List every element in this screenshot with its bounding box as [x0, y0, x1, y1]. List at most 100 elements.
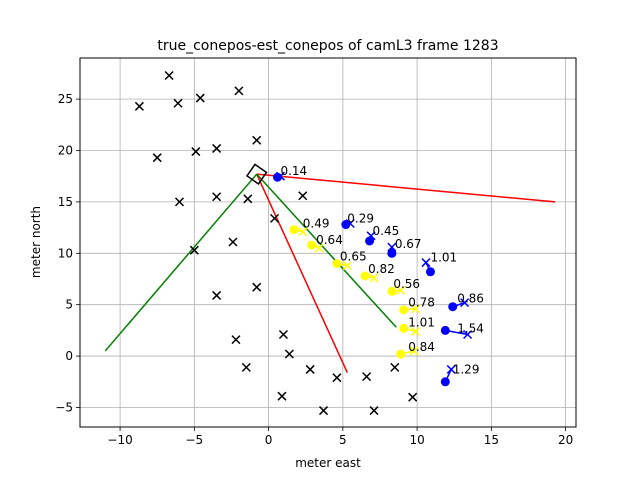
blue-x-marker-stroke	[460, 298, 470, 308]
point-label: 0.67	[395, 237, 422, 251]
black-x-marker	[164, 70, 174, 81]
black-x-marker-stroke	[164, 70, 174, 81]
point-label: 0.64	[316, 233, 343, 247]
black-x-marker-stroke	[195, 93, 205, 103]
black-x-marker	[319, 406, 329, 416]
black-x-marker	[390, 362, 400, 372]
yellow-x-marker-stroke	[411, 326, 421, 336]
black-x-marker-stroke	[277, 391, 287, 401]
x-tick-label: −10	[107, 433, 132, 447]
black-x-marker	[234, 86, 244, 96]
y-tick-label: 5	[65, 298, 73, 312]
blue-x-marker	[345, 218, 355, 229]
x-tick-label: −5	[185, 433, 203, 447]
axis-ticks: −10 −5 0 5 10 15 20 −5 0 5 10 15 20 25	[55, 92, 573, 447]
blue-x-marker-stroke	[345, 218, 355, 229]
yellow-point	[307, 240, 317, 250]
black-x-marker	[191, 147, 201, 157]
yellow-point	[396, 349, 406, 359]
yellow-x-marker-stroke	[411, 304, 421, 314]
blue-x-marker	[460, 298, 470, 308]
y-tick-label: 15	[58, 195, 73, 209]
yellow-x-marker-stroke	[396, 285, 406, 295]
yellow-x-marker	[298, 227, 308, 237]
black-x-marker	[369, 406, 379, 416]
point-label: 0.45	[373, 224, 400, 238]
black-x-marker	[228, 237, 238, 247]
black-x-marker	[332, 373, 342, 383]
blue-x-marker	[446, 364, 456, 374]
x-tick-label: 5	[339, 433, 347, 447]
y-tick-label: −5	[55, 400, 73, 414]
chart-title: true_conepos-est_conepos of camL3 frame …	[157, 38, 498, 54]
black-x-marker-stroke	[212, 143, 222, 153]
point-label: 0.65	[340, 249, 367, 263]
black-x-marker	[408, 392, 418, 402]
blue-x-marker-stroke	[366, 231, 376, 241]
black-x-marker-stroke	[173, 98, 183, 108]
y-tick-label: 10	[58, 246, 73, 260]
black-x-marker	[152, 153, 162, 163]
black-x-marker	[212, 192, 222, 202]
y-tick-label: 0	[65, 349, 73, 363]
yellow-x-marker-stroke	[369, 273, 379, 283]
black-x-marker	[195, 93, 205, 103]
point-label: 1.01	[430, 251, 457, 265]
black-x-marker	[241, 362, 251, 372]
point-label: 0.49	[303, 217, 330, 231]
point-label: 0.14	[280, 164, 307, 178]
yellow-x-marker	[369, 273, 379, 283]
red-line	[256, 173, 556, 203]
black-x-marker	[252, 282, 262, 292]
blue-x-marker	[421, 258, 431, 268]
x-tick-label: 20	[558, 433, 573, 447]
x-tick-label: 0	[265, 433, 273, 447]
black-x-marker	[243, 194, 253, 204]
blue-point	[448, 302, 458, 312]
yellow-point	[387, 286, 397, 296]
black-x-marker-stroke	[332, 373, 342, 383]
blue-x-marker-stroke	[275, 171, 286, 181]
black-x-marker-stroke	[152, 153, 162, 163]
point-label: 0.29	[347, 211, 374, 225]
point-label: 0.84	[408, 340, 435, 354]
black-x-marker	[189, 245, 199, 255]
blue-x-marker	[366, 231, 376, 241]
black-x-marker-stroke	[174, 197, 185, 207]
yellow-point	[399, 305, 409, 315]
yellow-x-marker-stroke	[409, 346, 419, 356]
black-x-marker	[284, 349, 294, 359]
black-x-marker-stroke	[212, 192, 222, 202]
data-marks	[134, 70, 473, 416]
y-tick-label: 25	[58, 92, 73, 106]
black-x-marker-stroke	[252, 282, 262, 292]
yellow-x-marker-stroke	[314, 243, 324, 253]
point-label: 0.78	[408, 296, 435, 310]
yellow-x-marker	[411, 326, 421, 336]
yellow-point	[399, 323, 409, 333]
black-x-marker	[270, 213, 280, 223]
point-label: 0.56	[393, 277, 420, 291]
black-x-marker	[212, 143, 222, 153]
yellow-x-marker-stroke	[298, 227, 308, 237]
yellow-x-marker	[411, 304, 421, 314]
black-x-marker	[278, 329, 288, 340]
black-x-marker-stroke	[243, 194, 253, 204]
black-x-marker	[212, 290, 222, 300]
black-x-marker	[174, 197, 185, 207]
black-x-marker-stroke	[212, 290, 222, 300]
yellow-x-marker	[409, 346, 419, 356]
x-tick-label: 15	[484, 433, 499, 447]
yellow-x-marker	[342, 261, 352, 271]
black-x-marker-stroke	[252, 135, 262, 145]
camera-marker	[245, 163, 268, 185]
yellow-point	[332, 259, 342, 269]
black-x-marker-stroke	[134, 101, 144, 111]
black-x-marker-stroke	[284, 349, 294, 359]
black-x-marker-stroke	[319, 406, 329, 416]
point-label: 1.29	[453, 363, 480, 377]
blue-x-marker	[387, 242, 397, 252]
blue-x-marker	[275, 171, 286, 181]
